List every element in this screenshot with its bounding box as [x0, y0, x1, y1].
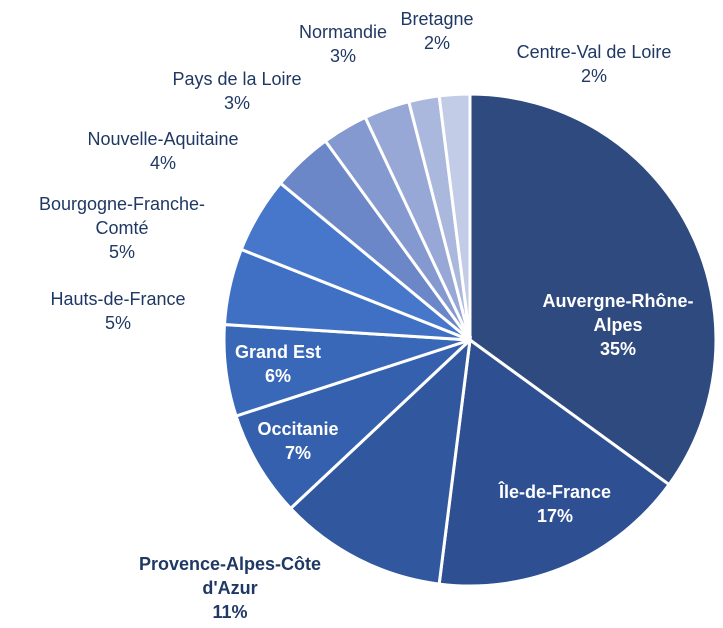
slice-label: Bretagne: [400, 9, 473, 29]
slice-label: Auvergne-Rhône-Alpes: [542, 291, 693, 335]
slice-value: 3%: [224, 93, 250, 113]
pie-slice: [234, 338, 472, 511]
slice-value: 17%: [537, 506, 573, 526]
slice-label: Normandie: [299, 22, 387, 42]
slice-label: Centre-Val de Loire: [517, 42, 672, 62]
slice-label: Île-de-France: [498, 481, 611, 502]
slice-value: 4%: [150, 153, 176, 173]
slice-label: Nouvelle-Aquitaine: [87, 129, 238, 149]
slice-label: Bourgogne-Franche-Comté: [39, 194, 205, 238]
slice-value: 5%: [109, 242, 135, 262]
slice-value: 7%: [285, 443, 311, 463]
pie-slice: [288, 336, 473, 586]
slice-value: 11%: [212, 602, 247, 622]
slice-value: 2%: [424, 33, 450, 53]
pie-slice: [468, 92, 718, 487]
slice-label: Hauts-de-France: [50, 289, 185, 309]
slice-label: Provence-Alpes-Côte d'Azur: [139, 554, 321, 598]
slice-value: 6%: [265, 366, 291, 386]
slice-value: 35%: [600, 339, 636, 359]
slice-value: 2%: [581, 66, 607, 86]
pie-slice: [437, 337, 672, 588]
slice-value: 5%: [105, 313, 131, 333]
pie-slice: [437, 92, 472, 341]
slice-label: Grand Est: [235, 342, 321, 362]
slice-value: 3%: [330, 46, 356, 66]
slice-label: Pays de la Loire: [172, 69, 301, 89]
slice-label: Occitanie: [257, 419, 338, 439]
